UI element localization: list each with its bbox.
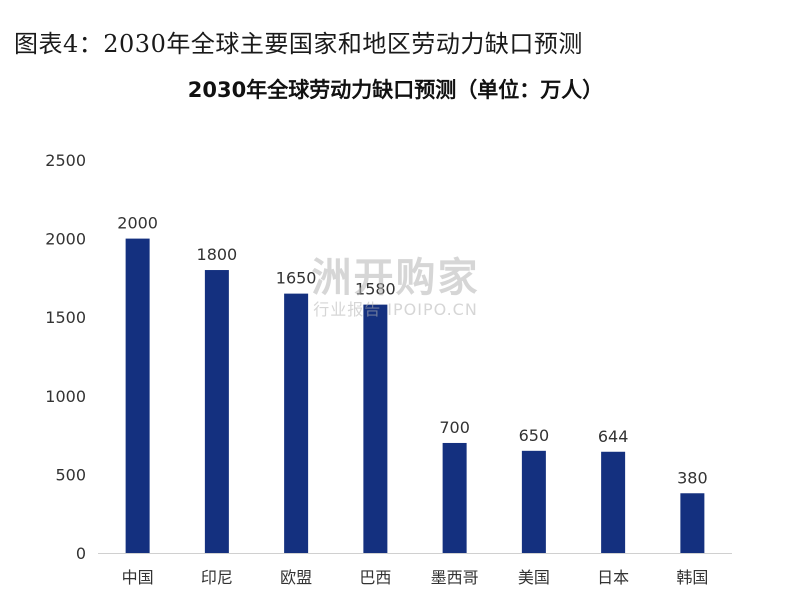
y-tick-label: 2000: [45, 230, 86, 249]
bar: [680, 493, 705, 553]
data-label: 380: [677, 468, 708, 487]
bar: [204, 270, 229, 553]
data-label: 1800: [197, 245, 238, 264]
x-tick-label: 墨西哥: [431, 568, 479, 587]
x-tick-label: 中国: [122, 568, 154, 587]
data-label: 644: [598, 427, 629, 446]
bar: [521, 450, 546, 553]
y-tick-label: 500: [55, 465, 86, 484]
bar: [125, 238, 150, 553]
x-tick-label: 日本: [597, 568, 629, 587]
data-label: 2000: [117, 214, 158, 233]
y-tick-label: 1500: [45, 308, 86, 327]
y-tick-label: 1000: [45, 387, 86, 406]
data-label: 700: [439, 418, 470, 437]
data-label: 650: [519, 426, 550, 445]
y-tick-label: 2500: [45, 151, 86, 170]
bar: [363, 304, 388, 553]
x-tick-label: 巴西: [359, 568, 391, 587]
y-tick-label: 0: [76, 544, 86, 563]
x-tick-label: 美国: [518, 568, 550, 587]
data-label: 1580: [355, 280, 396, 299]
data-label: 1650: [276, 269, 317, 288]
chart-title: 2030年全球劳动力缺口预测（单位：万人）: [187, 78, 604, 102]
bar: [601, 451, 626, 553]
figure-title: 图表4：2030年全球主要国家和地区劳动力缺口预测: [14, 30, 583, 58]
x-tick-label: 印尼: [201, 568, 233, 587]
bar: [284, 293, 309, 553]
x-tick-label: 韩国: [676, 568, 708, 587]
bar: [442, 442, 467, 553]
x-tick-label: 欧盟: [280, 568, 312, 587]
